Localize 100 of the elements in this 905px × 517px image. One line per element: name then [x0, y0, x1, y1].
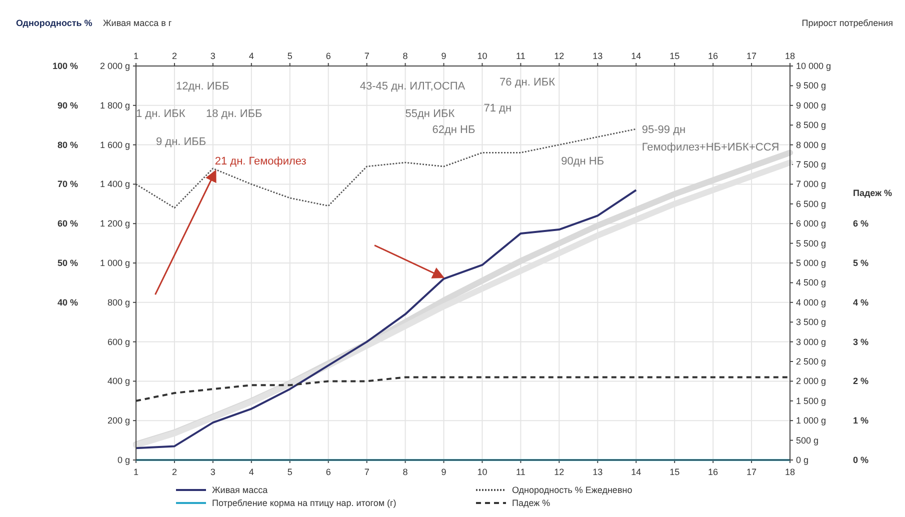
y-tick-label: 800 g — [107, 297, 130, 308]
annotation: 76 дн. ИБК — [500, 76, 556, 89]
x2-tick-label: 5 — [287, 467, 292, 477]
y-tick-label: 600 g — [107, 336, 130, 347]
y-tick-label: 3 % — [853, 336, 869, 347]
x2-tick-label: 16 — [708, 467, 718, 477]
x-tick-label: 2 — [172, 51, 177, 61]
y-axis-title: Падеж % — [853, 188, 892, 198]
x2-tick-label: 15 — [670, 467, 680, 477]
y3-tick-label: 40 % — [57, 297, 78, 308]
y2-tick-label: 6 000 g — [796, 218, 826, 229]
x-tick-label: 7 — [364, 51, 370, 61]
y2-tick-label: 5 000 g — [796, 258, 826, 268]
y2-tick-label: 9 000 g — [796, 100, 826, 110]
y2-tick-label: 4 000 g — [796, 297, 826, 308]
y-tick-label: 2 % — [853, 376, 869, 386]
x-tick-label: 4 — [248, 51, 254, 61]
x2-tick-label: 12 — [554, 467, 564, 477]
y3-tick-label: 60 % — [57, 218, 78, 229]
x2-tick-label: 9 — [441, 467, 446, 477]
y2-tick-label: 1 000 g — [796, 416, 826, 426]
y-tick-label: 1 400 g — [100, 179, 130, 190]
x-tick-label: 16 — [708, 51, 718, 61]
annotation: 62дн НБ — [432, 124, 476, 136]
x-tick-label: 6 — [326, 51, 331, 61]
annotation: 43-45 дн. ИЛТ,ОСПА — [360, 80, 466, 93]
y2-tick-label: 6 500 g — [796, 198, 826, 209]
y3-tick-label: 50 % — [57, 258, 78, 268]
x2-tick-label: 3 — [210, 467, 216, 477]
y3-tick-label: 70 % — [57, 179, 78, 190]
annotation: 9 дн. ИББ — [156, 136, 206, 148]
x2-tick-label: 13 — [592, 467, 603, 477]
x-tick-label: 11 — [516, 51, 526, 61]
x2-tick-label: 18 — [784, 467, 796, 477]
x2-tick-label: 11 — [516, 467, 526, 477]
x-tick-label: 5 — [287, 51, 292, 61]
x2-tick-label: 7 — [364, 467, 370, 477]
x-tick-label: 9 — [441, 51, 446, 61]
annotation: 95-99 дн — [642, 124, 686, 136]
x-tick-label: 13 — [592, 51, 603, 61]
y2-tick-label: 3 500 g — [796, 317, 826, 328]
y3-tick-label: 80 % — [57, 140, 78, 150]
y-tick-label: 400 g — [107, 376, 130, 386]
x-tick-label: 18 — [784, 51, 796, 61]
x2-tick-label: 8 — [402, 467, 408, 477]
annotation: Гемофилез+НБ+ИБК+ССЯ — [642, 142, 780, 154]
x2-tick-label: 10 — [477, 467, 488, 477]
y2-tick-label: 5 500 g — [796, 238, 826, 248]
legend-label: Падеж % — [512, 498, 550, 508]
annotation: 1 дн. ИБК — [136, 108, 186, 120]
x2-tick-label: 17 — [746, 467, 757, 477]
y2-tick-label: 3 000 g — [796, 336, 826, 347]
legend-label: Потребление корма на птицу нар. итогом (г) — [212, 498, 396, 508]
y2-tick-label: 4 500 g — [796, 278, 826, 288]
y2-tick-label: 8 000 g — [796, 140, 826, 150]
y-tick-label: 2 000 g — [100, 61, 130, 71]
y2-axis-title: Прирост потребления — [802, 18, 894, 28]
x2-tick-label: 2 — [172, 467, 177, 477]
y2-tick-label: 500 g — [796, 435, 819, 446]
x-tick-label: 15 — [670, 51, 680, 61]
y2-tick-label: 10 000 g — [796, 61, 832, 71]
y2-tick-label: 1 500 g — [796, 396, 826, 406]
y-tick-label: 4 % — [853, 297, 869, 308]
y-tick-label: 0 % — [853, 455, 869, 465]
y2-tick-label: 2 500 g — [796, 356, 826, 366]
x-tick-label: 3 — [210, 51, 216, 61]
legend-label: Живая масса — [212, 485, 268, 495]
x-tick-label: 10 — [477, 51, 488, 61]
x-tick-label: 17 — [746, 51, 757, 61]
y-tick-label: 6 % — [853, 218, 869, 229]
y-tick-label: 200 g — [107, 416, 130, 426]
y2-tick-label: 7 500 g — [796, 160, 826, 170]
y-axis-title: Живая масса в г — [103, 18, 172, 28]
x2-tick-label: 6 — [326, 467, 331, 477]
x-tick-label: 8 — [402, 51, 408, 61]
y-tick-label: 5 % — [853, 258, 869, 268]
y2-tick-label: 8 500 g — [796, 120, 826, 130]
annotation: 21 дн. Гемофилез — [214, 156, 306, 168]
y2-tick-label: 9 500 g — [796, 80, 826, 91]
x2-tick-label: 1 — [133, 467, 139, 477]
x-tick-label: 12 — [554, 51, 564, 61]
annotation: 12дн. ИББ — [176, 80, 230, 93]
y2-tick-label: 2 000 g — [796, 376, 826, 386]
y2-tick-label: 0 g — [796, 455, 809, 465]
annotation: 55дн ИБК — [405, 108, 456, 120]
annotation: 18 дн. ИББ — [206, 108, 262, 120]
y2-tick-label: 7 000 g — [796, 179, 826, 190]
y-tick-label: 1 % — [853, 416, 869, 426]
x-tick-label: 1 — [133, 51, 139, 61]
x-tick-label: 14 — [631, 51, 642, 61]
legend-label: Однородность % Ежедневно — [512, 485, 632, 495]
y-tick-label: 1 800 g — [100, 100, 130, 110]
annotation: 90дн НБ — [561, 156, 604, 168]
x2-tick-label: 14 — [631, 467, 642, 477]
y-tick-label: 0 g — [117, 455, 130, 465]
y3-axis-title: Однородность % — [16, 18, 92, 28]
y-tick-label: 1 200 g — [100, 218, 130, 229]
annotation: 71 дн — [484, 102, 512, 114]
x2-tick-label: 4 — [248, 467, 254, 477]
y-tick-label: 1 000 g — [100, 258, 130, 268]
